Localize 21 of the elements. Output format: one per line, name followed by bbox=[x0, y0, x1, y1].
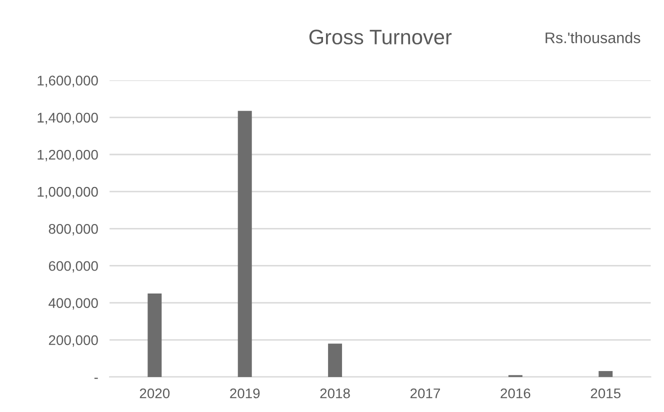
x-tick-label: 2020 bbox=[140, 388, 170, 398]
bar bbox=[328, 344, 342, 377]
y-tick-label: - bbox=[94, 378, 98, 379]
y-tick-label: 1,000,000 bbox=[38, 186, 98, 198]
bar bbox=[238, 110, 252, 377]
y-tick-label: 800,000 bbox=[48, 224, 98, 236]
bar bbox=[148, 294, 162, 377]
x-tick-label: 2017 bbox=[410, 388, 440, 398]
x-tick-label: 2015 bbox=[590, 388, 620, 398]
y-tick-label: 1,400,000 bbox=[38, 112, 98, 124]
x-tick-label: 2018 bbox=[320, 388, 350, 398]
x-tick-label: 2019 bbox=[230, 388, 260, 398]
chart-title: Gross Turnover bbox=[309, 30, 452, 44]
y-tick-label: 600,000 bbox=[48, 261, 98, 273]
y-tick-label: 1,200,000 bbox=[38, 150, 98, 162]
bar bbox=[598, 371, 613, 377]
x-tick-label: 2016 bbox=[500, 388, 530, 398]
y-tick-label: 200,000 bbox=[48, 335, 98, 347]
y-tick-label: 400,000 bbox=[48, 298, 98, 310]
y-tick-label: 1,600,000 bbox=[38, 76, 98, 88]
text: Rs.'thousands bbox=[546, 32, 640, 44]
